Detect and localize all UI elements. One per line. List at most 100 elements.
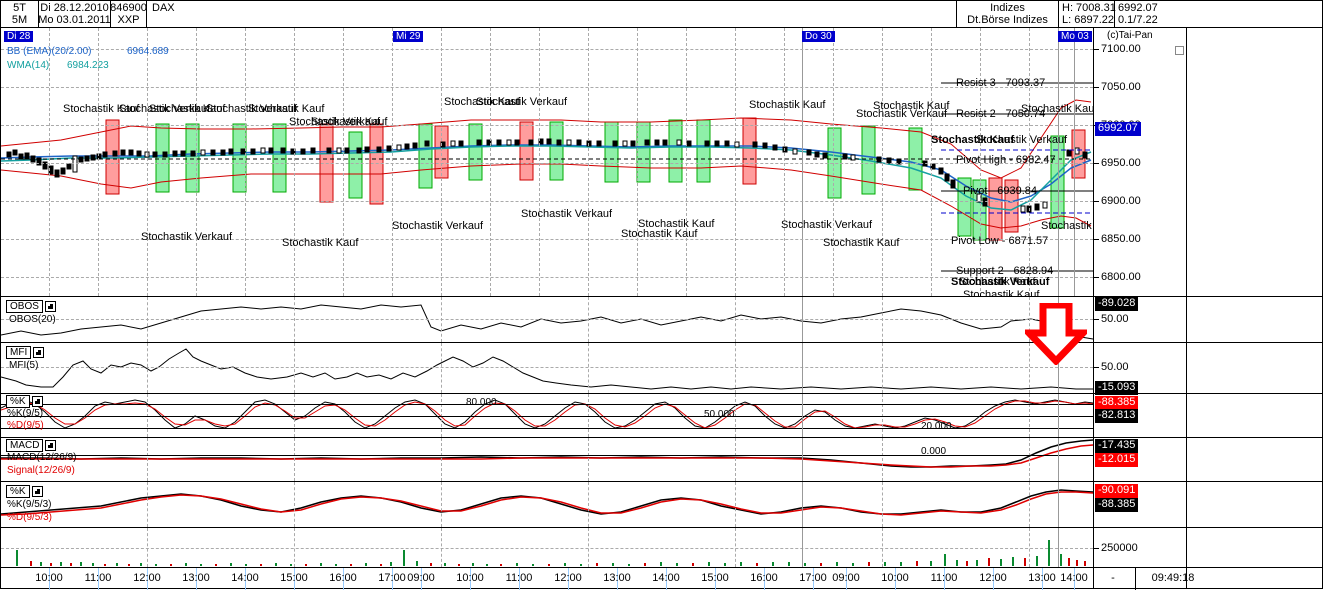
- time-label: 16:00: [750, 572, 778, 584]
- stochastic-level-50: 50.000: [704, 409, 735, 420]
- header-interval: 5T 5M: [1, 1, 39, 27]
- wkn-sub: XXP: [117, 14, 140, 26]
- macd-series: [1, 439, 1093, 468]
- stochastic-fast-k-value: -88.385: [1095, 396, 1139, 410]
- price-tick: 6850.00: [1101, 233, 1141, 245]
- header-group: Indizes Dt.Börse Indizes: [957, 1, 1059, 27]
- mfi-tag[interactable]: MFI: [6, 346, 32, 359]
- time-label: 09:00: [832, 572, 860, 584]
- time-label: 13:00: [1028, 572, 1056, 584]
- stochastic-slow-d-label: %D(9/5/3): [7, 512, 53, 523]
- obos-plot[interactable]: OBOS OBOS(20): [1, 297, 1093, 342]
- stochastic-slow-legend[interactable]: %K: [6, 485, 43, 498]
- obos-tag[interactable]: OBOS: [6, 300, 43, 313]
- expand-icon[interactable]: [33, 347, 45, 358]
- time-label: 15:00: [280, 572, 308, 584]
- signal-label: Stochastik Verkauf: [976, 134, 1068, 146]
- price-panel: Di 28 Mi 29 Do 30 Mo 03 BB (EMA)(20/2.00…: [1, 28, 1322, 296]
- signal-label: Stochastik Kauf: [823, 237, 900, 249]
- price-tick: 6900.00: [1101, 195, 1141, 207]
- macd-plot[interactable]: MACD MACD(12/26/9) Signal(12/26/9) 0.000: [1, 438, 1093, 481]
- expand-icon[interactable]: [31, 486, 43, 497]
- mfi-value: -15.093: [1095, 381, 1139, 395]
- volume-series: [16, 540, 1086, 566]
- time-label: 10:00: [35, 572, 63, 584]
- stochastic-slow-tag[interactable]: %K: [6, 485, 30, 498]
- stochastic-fast-series: [1, 399, 1093, 429]
- signal-label: Stochastik Verkauf: [392, 220, 484, 232]
- plot-scale-divider: [1093, 28, 1094, 588]
- obos-grid-label: 50.00: [1101, 313, 1129, 325]
- signal-label: Stochastik Kauf: [931, 134, 1015, 146]
- signal-label: Stochastik Verkauf: [141, 231, 233, 243]
- obos-series: [1, 304, 1093, 340]
- expand-icon[interactable]: [31, 396, 43, 407]
- current-price-label: 6992.07: [1095, 122, 1141, 136]
- stochastic-level-20: 20.000: [921, 421, 952, 432]
- price-plot[interactable]: Di 28 Mi 29 Do 30 Mo 03 BB (EMA)(20/2.00…: [1, 28, 1093, 296]
- scale-resize-handle[interactable]: [1175, 46, 1184, 55]
- instrument-name: DAX: [152, 2, 175, 14]
- date-tag: Do 30: [802, 31, 835, 42]
- price-tick: 6800.00: [1101, 271, 1141, 283]
- obos-legend[interactable]: OBOS: [6, 300, 56, 313]
- obos-legend-text: OBOS(20): [9, 314, 56, 325]
- volume-plot[interactable]: [1, 528, 1093, 567]
- expand-icon[interactable]: [45, 440, 57, 451]
- header-daterange: Di 28.12.2010 Mo 03.01.2011: [38, 1, 111, 27]
- time-label: 12:00: [133, 572, 161, 584]
- macd-panel: MACD MACD(12/26/9) Signal(12/26/9) 0.000…: [1, 437, 1322, 481]
- signal-label: Stochastik Kauf: [1021, 103, 1093, 115]
- stochastic-fast-legend[interactable]: %K: [6, 395, 43, 408]
- mfi-legend-text: MFI(5): [9, 360, 39, 371]
- stochastic-slow-scale: -90.091 -88.385: [1093, 482, 1186, 527]
- signal-label: Stochastik Kauf: [282, 237, 359, 249]
- bb-legend-label: BB (EMA)(20/2.00): [7, 46, 92, 57]
- group-name: Indizes: [990, 2, 1025, 14]
- alert-arrow-icon: [1025, 303, 1087, 365]
- time-label: 10:00: [881, 572, 909, 584]
- header-highlow: H: 7008.31 L: 6897.22: [1059, 1, 1116, 27]
- mfi-plot[interactable]: MFI MFI(5): [1, 343, 1093, 393]
- level-label: Pivot Low - 6871.57: [951, 235, 1049, 247]
- stochastic-fast-tag[interactable]: %K: [6, 395, 30, 408]
- stochastic-slow-plot[interactable]: %K %K(9/5/3) %D(9/5/3): [1, 482, 1093, 527]
- time-label: 09:00: [407, 572, 435, 584]
- level-label: Pivot - 6939.84: [963, 185, 1037, 197]
- time-label: 11:00: [84, 572, 112, 584]
- last-price: 6992.07: [1118, 2, 1158, 14]
- signal-label: Stochastik Verkauf: [119, 103, 211, 115]
- macd-legend-text: MACD(12/26/9): [7, 452, 77, 463]
- macd-tag[interactable]: MACD: [6, 439, 44, 452]
- date-to: Mo 03.01.2011: [38, 14, 111, 26]
- time-label: 11:00: [930, 572, 958, 584]
- group-sub: Dt.Börse Indizes: [967, 14, 1048, 26]
- time-label: 16:00: [329, 572, 357, 584]
- level-label: Resist 2 - 7050.74: [956, 108, 1046, 120]
- time-label: 12:00: [979, 572, 1007, 584]
- time-label: 14:00: [652, 572, 680, 584]
- time-label: 11:00: [505, 572, 533, 584]
- signal-label: Stochastik Kauf: [638, 218, 715, 230]
- signal-label: Stochastik Kauf: [749, 99, 826, 111]
- bb-legend-value: 6964.689: [127, 46, 169, 57]
- signal-label: Stochastik Kauf: [959, 276, 1036, 288]
- signal-label: Stochastik Verkauf: [781, 219, 873, 231]
- time-label: 17:00: [799, 572, 827, 584]
- mfi-legend[interactable]: MFI: [6, 346, 45, 359]
- scale-right-divider: [1186, 28, 1187, 588]
- signal-label: Stochastik Kauf: [444, 96, 521, 108]
- stochastic-fast-plot[interactable]: %K %K(9/5) %D(9/5) 80.000 50.000 20.000: [1, 394, 1093, 437]
- mfi-grid-label: 50.00: [1101, 361, 1129, 373]
- macd-legend[interactable]: MACD: [6, 439, 57, 452]
- wma-legend-label: WMA(14): [7, 60, 50, 71]
- date-tag: Mo 03: [1058, 31, 1092, 42]
- expand-icon[interactable]: [44, 301, 56, 312]
- time-label: 13:00: [182, 572, 210, 584]
- signal-label: Stochastik Kauf: [63, 103, 140, 115]
- stochastic-fast-scale: -88.385 -82.813: [1093, 394, 1186, 437]
- price-tick: 7100.00: [1101, 43, 1141, 55]
- time-label: 12:00: [554, 572, 582, 584]
- time-label: 14:00: [231, 572, 259, 584]
